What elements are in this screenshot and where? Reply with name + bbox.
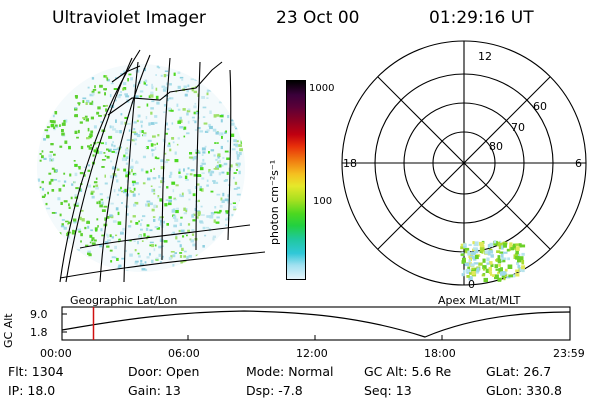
instrument-title: Ultraviolet Imager [52,8,206,28]
flt-value: Flt: 1304 [8,364,64,379]
date-label: 23 Oct 00 [276,8,360,28]
glat-value: GLat: 26.7 [486,364,552,379]
orbit-plot-frame [61,306,571,341]
colorbar-scale [286,80,306,280]
mode-value: Mode: Normal [246,364,334,379]
orbit-altitude-curve [61,310,571,338]
gain-value: Gain: 13 [128,383,181,398]
colorbar-tick-100: 100 [313,196,333,207]
orbit-xtick-0: 00:00 [40,347,72,360]
glon-value: GLon: 330.8 [486,383,562,398]
colorbar-tick-1000: 1000 [309,83,335,94]
gc-alt-value: GC Alt: 5.6 Re [364,364,452,379]
orbit-xtick-4: 23:59 [553,347,585,360]
polar-emission-blobs [460,240,526,283]
mlt-label-12: 12 [478,50,492,63]
lat-label-80: 80 [489,140,503,153]
time-label: 01:29:16 UT [429,8,534,28]
dsp-value: Dsp: -7.8 [246,383,303,398]
geo-grid-lines [59,49,265,283]
polar-panel-label: Apex MLat/MLT [438,294,521,307]
lat-label-70: 70 [511,121,525,134]
orbit-ytick-bottom: 1.8 [30,326,48,339]
orbit-plot-ticks [62,313,443,340]
orbit-xtick-3: 18:00 [424,347,456,360]
orbit-xtick-1: 06:00 [168,347,200,360]
seq-value: Seq: 13 [364,383,412,398]
ip-value: IP: 18.0 [8,383,56,398]
orbit-ylabel: GC Alt [2,313,15,348]
door-value: Door: Open [128,364,200,379]
mlt-label-0: 0 [468,278,475,291]
lat-label-60: 60 [533,100,547,113]
polar-grid [341,40,587,286]
mlt-label-18: 18 [343,157,357,170]
orbit-xtick-2: 12:00 [296,347,328,360]
orbit-ytick-top: 9.0 [30,308,48,321]
geo-panel-label: Geographic Lat/Lon [70,294,178,307]
mlt-label-6: 6 [575,157,582,170]
